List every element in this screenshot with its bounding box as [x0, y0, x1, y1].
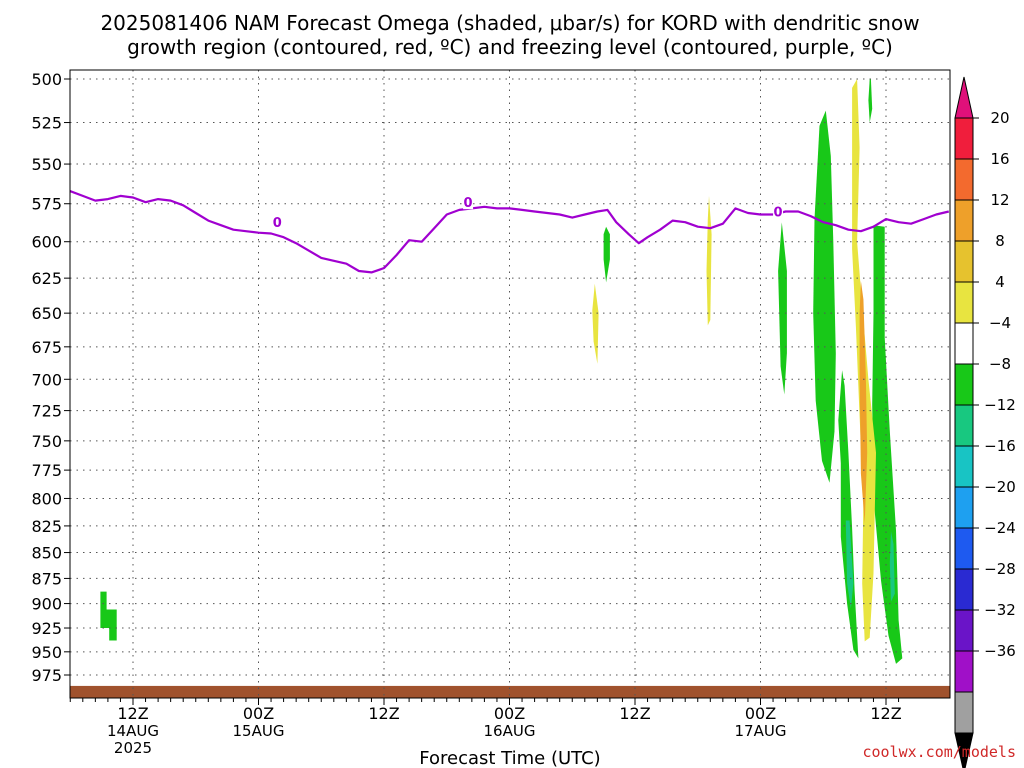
x-tick-label: 12Z — [368, 704, 399, 723]
contour-label-bg — [463, 194, 474, 210]
y-tick-label: 875 — [31, 569, 62, 588]
y-tick-label: 650 — [31, 304, 62, 323]
colorbar-segment — [954, 322, 974, 365]
colorbar-segment — [954, 445, 974, 488]
colorbar-bottom-arrow — [954, 732, 974, 768]
omega-region-0 — [100, 591, 117, 641]
omega-region-1 — [603, 226, 610, 283]
colorbar-label: −36 — [984, 642, 1016, 660]
omega-region-6 — [868, 79, 873, 123]
x-tick-label: 12Z — [117, 704, 148, 723]
colorbar-label: 12 — [990, 191, 1009, 209]
x-tick-sublabel: 2025 — [114, 739, 152, 757]
x-tick-sublabel: 16AUG — [484, 722, 536, 740]
y-axis: 500 525 550 575 600 625 650 675 700 725 750 775 800 8… — [31, 70, 70, 685]
colorbar-segment — [954, 363, 974, 406]
colorbar-label: −24 — [984, 519, 1016, 537]
freezing-level-label: 0 — [273, 216, 282, 231]
omega-region-7 — [845, 520, 854, 609]
colorbar-label: −32 — [984, 601, 1016, 619]
y-tick-label: 825 — [31, 517, 62, 536]
freezing-level-line — [70, 190, 950, 274]
colorbar-label: 4 — [995, 273, 1005, 291]
y-tick-label: 850 — [31, 544, 62, 563]
colorbar: 20 16 12 8 4 −4 −8 −12 −16 −20 −24 −28 −32 −36 — [954, 76, 1016, 768]
x-tick-label: 12Z — [619, 704, 650, 723]
colorbar-segment — [954, 691, 974, 734]
colorbar-label: −20 — [984, 478, 1016, 496]
y-tick-label: 625 — [31, 269, 62, 288]
colorbar-label: −8 — [989, 355, 1011, 373]
omega-region-5 — [872, 225, 903, 664]
x-tick-label: 00Z — [494, 704, 525, 723]
colorbar-label: −28 — [984, 560, 1016, 578]
y-tick-label: 675 — [31, 338, 62, 357]
omega-region-2 — [778, 222, 787, 395]
omega-region-10 — [592, 283, 599, 364]
y-tick-label: 800 — [31, 489, 62, 508]
y-tick-label: 725 — [31, 402, 62, 421]
omega-region-4 — [838, 370, 859, 659]
colorbar-segment — [954, 281, 974, 324]
colorbar-segment — [954, 117, 974, 160]
freezing-level-label: 0 — [464, 196, 473, 211]
chart-title-line-1: 2025081406 NAM Forecast Omega (shaded, μ… — [100, 11, 919, 35]
x-tick-label: 00Z — [243, 704, 274, 723]
y-tick-label: 900 — [31, 595, 62, 614]
plot-area: 0 0 0 — [70, 70, 950, 698]
y-tick-label: 550 — [31, 155, 62, 174]
x-tick-label: 12Z — [870, 704, 901, 723]
y-tick-label: 775 — [31, 461, 62, 480]
credit-text: coolwx.com/models — [862, 743, 1016, 761]
y-tick-label: 525 — [31, 114, 62, 133]
colorbar-segment — [954, 404, 974, 447]
colorbar-segment — [954, 609, 974, 652]
colorbar-label: 16 — [990, 150, 1009, 168]
colorbar-segment — [954, 527, 974, 570]
contour-label-bg — [773, 203, 784, 219]
colorbar-segment — [954, 568, 974, 611]
omega-region-12 — [859, 281, 868, 524]
y-tick-label: 500 — [31, 70, 62, 89]
x-tick-label: 00Z — [745, 704, 776, 723]
x-tick-sublabel: 14AUG — [107, 722, 159, 740]
omega-region-8 — [889, 531, 895, 602]
y-tick-label: 925 — [31, 619, 62, 638]
y-tick-label: 750 — [31, 432, 62, 451]
colorbar-top-arrow — [954, 76, 974, 119]
colorbar-segment — [954, 486, 974, 529]
y-tick-label: 600 — [31, 233, 62, 252]
y-tick-label: 950 — [31, 643, 62, 662]
contour-label-bg — [272, 214, 283, 230]
omega-region-3 — [813, 110, 836, 483]
colorbar-segment — [954, 199, 974, 242]
colorbar-label: −4 — [989, 314, 1011, 332]
colorbar-label: 20 — [990, 109, 1009, 127]
y-tick-label: 700 — [31, 370, 62, 389]
freezing-level-label: 0 — [774, 205, 783, 220]
chart-title-line-2: growth region (contoured, red, ºC) and f… — [127, 35, 893, 59]
colorbar-segment — [954, 240, 974, 283]
colorbar-segment — [954, 158, 974, 201]
omega-region-11 — [706, 195, 712, 326]
y-tick-label: 975 — [31, 666, 62, 685]
y-tick-label: 575 — [31, 195, 62, 214]
x-tick-sublabel: 15AUG — [233, 722, 285, 740]
colorbar-segment — [954, 650, 974, 693]
terrain-strip — [70, 685, 950, 698]
colorbar-label: −16 — [984, 437, 1016, 455]
x-axis-label: Forecast Time (UTC) — [419, 748, 600, 768]
colorbar-label: −12 — [984, 396, 1016, 414]
x-tick-sublabel: 17AUG — [735, 722, 787, 740]
colorbar-label: 8 — [995, 232, 1005, 250]
